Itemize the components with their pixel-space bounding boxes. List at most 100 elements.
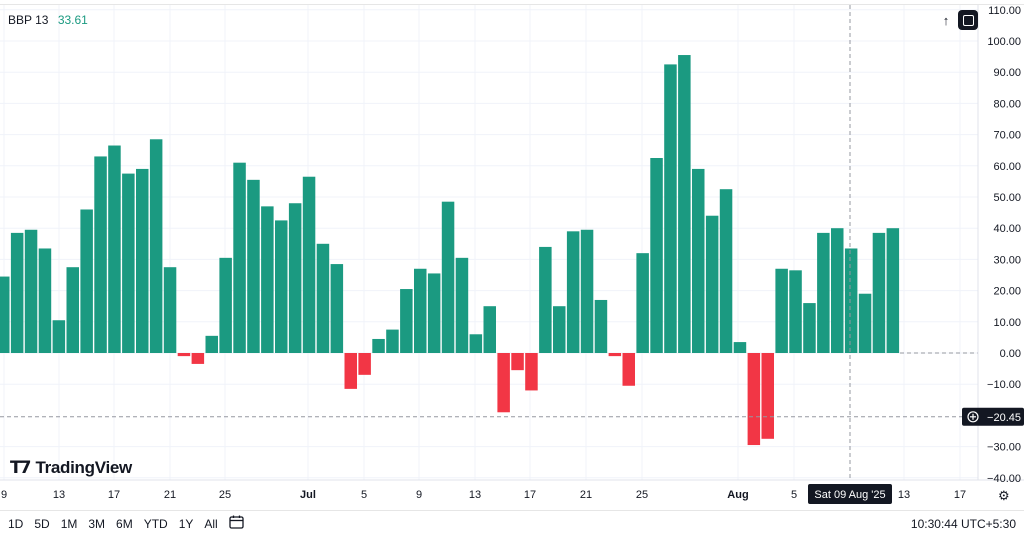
histogram-bar	[747, 353, 761, 446]
histogram-bar	[358, 353, 371, 375]
range-button-1y[interactable]: 1Y	[178, 517, 194, 531]
range-button-3m[interactable]: 3M	[88, 517, 106, 531]
bbp-chart[interactable]: 110.00100.0090.0080.0070.0060.0050.0040.…	[0, 0, 1024, 510]
y-tick-label: −10.00	[987, 379, 1021, 391]
calendar-icon[interactable]	[229, 515, 245, 529]
histogram-bar	[233, 162, 246, 353]
histogram-bar	[455, 257, 469, 353]
x-tick-label: 13	[898, 489, 910, 501]
x-tick-label: 21	[164, 489, 176, 501]
y-tick-label: 90.00	[993, 67, 1021, 79]
histogram-bar	[330, 264, 344, 353]
range-button-ytd[interactable]: YTD	[143, 517, 168, 531]
histogram-bar	[803, 303, 816, 353]
histogram-bar	[38, 248, 52, 353]
histogram-bar	[441, 201, 455, 353]
histogram-bar	[733, 342, 747, 353]
y-tick-label: 20.00	[993, 286, 1021, 298]
arrow-up-icon[interactable]: ↑	[942, 12, 950, 28]
x-tick-label: 13	[53, 489, 65, 501]
histogram-bar	[275, 220, 288, 353]
histogram-bar	[414, 268, 427, 353]
histogram-bar	[427, 273, 441, 353]
histogram-bar	[553, 306, 566, 353]
histogram-bar	[386, 329, 399, 353]
histogram-bar	[205, 335, 218, 353]
x-tick-label: 25	[219, 489, 231, 501]
range-button-1m[interactable]: 1M	[60, 517, 78, 531]
histogram-bar	[0, 276, 10, 353]
histogram-bar	[108, 145, 121, 353]
fullscreen-icon[interactable]	[958, 10, 978, 30]
x-tick-label: Aug	[727, 489, 748, 501]
histogram-bar	[80, 209, 93, 353]
histogram-bar	[52, 320, 66, 353]
histogram-bar	[525, 353, 538, 391]
y-tick-label: 40.00	[993, 223, 1021, 235]
clock: 10:30:44 UTC+5:30	[910, 517, 1016, 531]
logo-text: TradingView	[35, 458, 132, 477]
x-tick-label: 13	[469, 489, 481, 501]
histogram-bar	[191, 353, 205, 364]
histogram-bar	[344, 353, 357, 389]
histogram-bar	[511, 353, 524, 371]
histogram-bar	[594, 299, 608, 353]
histogram-bar	[302, 176, 316, 353]
histogram-bar	[886, 228, 900, 353]
y-tick-label: 50.00	[993, 192, 1021, 204]
crosshair-date-tag	[808, 484, 892, 504]
gear-icon[interactable]: ⚙	[998, 488, 1010, 503]
y-tick-label: 80.00	[993, 98, 1021, 110]
histogram-bar	[872, 232, 886, 353]
range-button-all[interactable]: All	[204, 517, 218, 531]
histogram-bar	[580, 229, 594, 353]
crosshair-date-label: Sat 09 Aug '25	[814, 489, 885, 501]
histogram-bar	[469, 334, 483, 353]
y-tick-label: 30.00	[993, 254, 1021, 266]
range-button-6m[interactable]: 6M	[116, 517, 133, 531]
bottom-toolbar: 1D 5D 1M 3M 6M YTD 1Y All 10:30:44 UTC+5:30	[0, 510, 1024, 535]
x-tick-label: 17	[954, 489, 966, 501]
histogram-bar	[831, 228, 844, 353]
y-tick-label: −40.00	[987, 473, 1021, 485]
indicator-legend: BBP 13 33.61	[8, 13, 88, 27]
x-tick-label: 5	[361, 489, 367, 501]
crosshair-price-tag	[962, 407, 1024, 426]
histogram-bar	[789, 270, 802, 353]
x-tick-label: 25	[636, 489, 648, 501]
top-border	[0, 4, 1024, 5]
histogram-bar	[66, 267, 79, 353]
histogram-bar	[817, 232, 830, 353]
histogram-bar	[316, 243, 330, 353]
add-icon	[967, 411, 979, 423]
histogram-bar	[692, 168, 705, 353]
histogram-bar	[636, 253, 649, 353]
histogram-bar	[288, 203, 302, 353]
histogram-bar	[149, 139, 163, 353]
range-button-1d[interactable]: 1D	[8, 517, 24, 531]
histogram-bar	[261, 206, 274, 353]
y-tick-label: 0.00	[1000, 348, 1021, 360]
y-tick-label: 60.00	[993, 161, 1021, 173]
x-tick-label: 17	[524, 489, 536, 501]
histogram-bar	[761, 353, 774, 439]
x-tick-label: 17	[108, 489, 120, 501]
y-tick-label: −30.00	[987, 442, 1021, 454]
histogram-bar	[539, 246, 552, 353]
range-button-5d[interactable]: 5D	[34, 517, 50, 531]
tradingview-logo[interactable]: T7 TradingView	[10, 458, 132, 478]
y-tick-label: 110.00	[988, 5, 1021, 17]
histogram-bar	[24, 229, 38, 353]
histogram-bar	[858, 293, 872, 353]
histogram-bar	[177, 353, 191, 357]
y-tick-label: 10.00	[993, 317, 1021, 329]
histogram-bar	[219, 257, 232, 353]
indicator-value: 33.61	[57, 13, 88, 27]
histogram-bar	[483, 306, 496, 353]
histogram-bar	[650, 158, 663, 353]
x-tick-label: Jul	[300, 489, 316, 501]
histogram-bar	[94, 156, 107, 353]
histogram-bar	[622, 353, 635, 386]
histogram-bar	[775, 268, 788, 353]
